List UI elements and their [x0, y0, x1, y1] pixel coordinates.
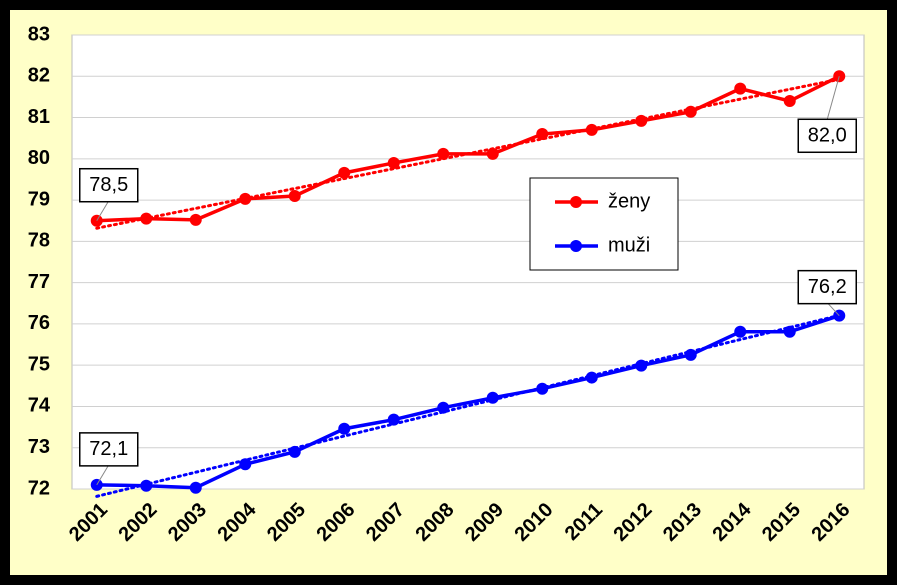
value-label-box — [797, 269, 857, 305]
point — [189, 213, 202, 226]
point — [585, 123, 598, 136]
y-tick-label: 79 — [28, 188, 50, 210]
point — [684, 105, 697, 118]
point — [387, 413, 400, 426]
point — [585, 371, 598, 384]
point — [734, 82, 747, 95]
plot-area — [71, 34, 865, 490]
point — [783, 95, 796, 108]
y-tick-label: 74 — [28, 395, 51, 417]
value-label: 72,1 — [89, 438, 128, 460]
point — [387, 156, 400, 169]
point — [437, 147, 450, 160]
point — [486, 147, 499, 160]
y-tick-label: 76 — [28, 312, 50, 334]
leader-line — [826, 76, 840, 120]
y-tick-label: 77 — [28, 271, 50, 293]
legend-label: ženy — [608, 190, 650, 212]
point — [635, 114, 648, 127]
series-line — [96, 313, 840, 490]
point — [734, 325, 747, 338]
value-label-box — [797, 118, 857, 154]
y-tick-label: 81 — [28, 106, 50, 128]
legend-marker — [570, 240, 582, 252]
value-label-box — [79, 167, 139, 203]
leader-line — [826, 302, 840, 316]
trendline — [95, 313, 841, 498]
y-tick-label: 72 — [28, 477, 50, 499]
point — [437, 401, 450, 414]
point — [140, 212, 153, 225]
y-tick-label: 78 — [28, 230, 50, 252]
point — [635, 359, 648, 372]
point — [338, 422, 351, 435]
point — [288, 189, 301, 202]
point — [189, 481, 202, 494]
y-tick-label: 80 — [28, 147, 50, 169]
point — [140, 479, 153, 492]
point — [239, 192, 252, 205]
value-label: 76,2 — [808, 276, 847, 298]
point — [684, 348, 697, 361]
point — [783, 325, 796, 338]
point — [486, 391, 499, 404]
value-label: 78,5 — [89, 174, 128, 196]
value-label: 82,0 — [808, 125, 847, 147]
point — [239, 458, 252, 471]
point — [338, 166, 351, 179]
point — [288, 445, 301, 458]
y-tick-label: 83 — [28, 23, 50, 45]
leader-line — [96, 200, 110, 221]
y-tick-label: 75 — [28, 353, 50, 375]
y-tick-label: 73 — [28, 436, 50, 458]
series-line — [96, 74, 841, 223]
legend-marker — [570, 196, 582, 208]
leader-line — [96, 464, 110, 486]
legend — [529, 177, 679, 271]
point — [536, 128, 549, 141]
legend-label: muži — [608, 234, 650, 256]
value-label-box — [79, 432, 139, 467]
y-tick-label: 82 — [28, 65, 50, 87]
point — [536, 382, 549, 395]
